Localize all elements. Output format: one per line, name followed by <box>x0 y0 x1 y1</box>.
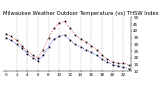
Text: Milwaukee Weather Outdoor Temperature (vs) THSW Index per Hour (Last 24 Hours): Milwaukee Weather Outdoor Temperature (v… <box>3 11 160 16</box>
